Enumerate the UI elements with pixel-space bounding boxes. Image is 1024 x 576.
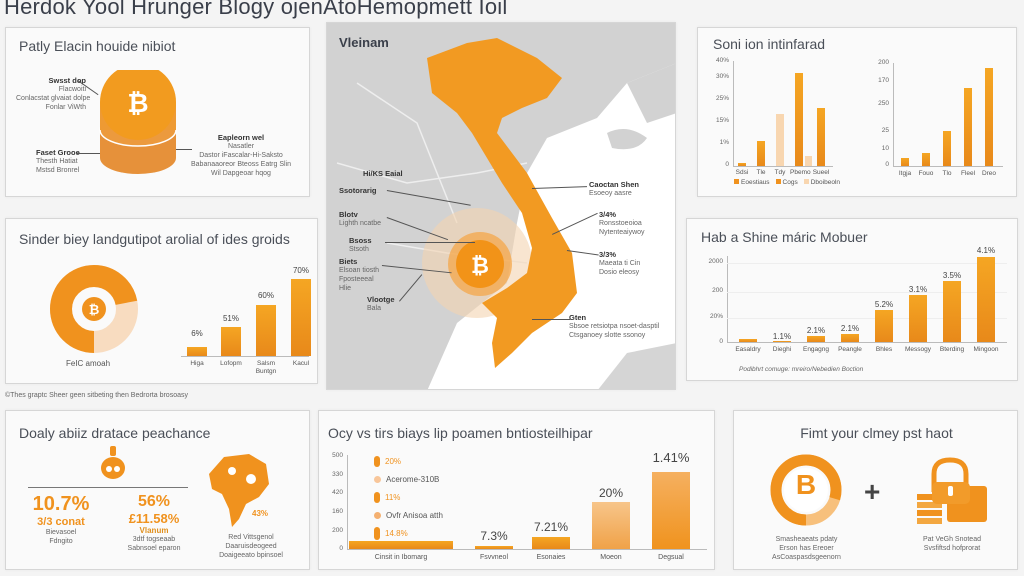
stats-panel: Doaly abiiz dratace peachance 10.7% 3/3 … (5, 410, 310, 570)
bar (776, 114, 784, 166)
bar (943, 281, 961, 342)
stat-big: 10.7% (32, 493, 90, 515)
bar-chart: 0 200 160 420 330 500 7.3% 7.21% 20% 1.4… (332, 450, 707, 561)
map-title: Vleinam (339, 35, 389, 50)
vietnam-map: ₿ (327, 23, 675, 389)
bitcoin-b-donut-icon (770, 454, 842, 526)
bar (221, 327, 241, 356)
svg-text:₿: ₿ (127, 88, 148, 118)
legend-item: 11% (374, 489, 443, 507)
bitcoin-coin-stack-icon: ₿ (99, 70, 177, 174)
bar (652, 472, 690, 549)
bar (592, 502, 630, 549)
bar (807, 336, 825, 342)
panel-title: Doaly abiiz dratace peachance (19, 425, 211, 441)
map-pct: 43% (252, 509, 269, 518)
panel-title: Sinder biey landgutipot arolial of ides … (19, 231, 290, 247)
legend-item: Acerome-310B (374, 471, 443, 489)
bitcoin-letter: B (795, 469, 817, 500)
leader-line (176, 149, 192, 150)
combo-panel: Fimt your clmey pst haot B + Smasheaeats… (733, 410, 1018, 570)
bar (977, 257, 995, 342)
svg-text:₿: ₿ (89, 302, 100, 317)
bar (964, 88, 972, 166)
growth-panel: Hab a Shine máric Mobuer 0 20% 200 2000 … (686, 218, 1018, 381)
bar (943, 131, 951, 166)
panel-title: Patly Elacin houide nibiot (19, 38, 176, 54)
bar (757, 141, 765, 166)
bar (817, 108, 825, 166)
bar (841, 334, 859, 342)
leader-line (76, 153, 100, 154)
panel-title: Ocy vs tirs biays lip poamen bntiosteilh… (328, 425, 593, 441)
bar (475, 546, 513, 549)
legend-item: Cogs (775, 179, 798, 186)
bar (901, 158, 909, 166)
donut-bars-panel: Sinder biey landgutipot arolial of ides … (5, 218, 318, 384)
legend-item: 14.8% (374, 525, 443, 543)
bar (875, 310, 893, 342)
bar (922, 153, 930, 166)
bar (256, 305, 276, 356)
legend-item: Eoestiaus (734, 179, 770, 186)
lock-coins-icon (917, 457, 987, 524)
footnote: ©Thes graptc Sheer geen sitbeting then B… (5, 392, 188, 399)
comparison-panel: Ocy vs tirs biays lip poamen bntiosteilh… (318, 410, 715, 570)
bar (805, 156, 812, 166)
bar (349, 541, 453, 549)
bar (187, 347, 207, 356)
legend: 20% Acerome-310B 11% Ovfr Anisoa atth 14… (374, 453, 443, 543)
bar-chart-right: 0 10 25 250 170 200 Itgja Fouo Tlo Fleel… (878, 59, 1003, 177)
bar-chart-left: 0 1% 15% 25% 30% 40% Sdsi Tle Tdy Pbemo … (716, 57, 833, 176)
bar-chart: 6% 51% 60% 70% Higa Lofopm Salsm Buntgn … (181, 259, 311, 375)
bar (291, 279, 311, 356)
donut-chart: ₿ (50, 265, 138, 353)
bar (532, 537, 570, 549)
bar (985, 68, 993, 166)
region-map-icon (209, 454, 269, 527)
panel-title: Fimt your clmey pst haot (800, 425, 953, 441)
bar-chart: 0 20% 200 2000 1.1% 2.1% 2.1% 5.2% 3.1% … (709, 246, 1007, 353)
callout-heading: Faset Grooe (36, 148, 80, 157)
plus-icon: + (864, 476, 881, 507)
bar (909, 295, 927, 342)
stat-mid: £11.58% (128, 511, 180, 526)
panel-title: Soni ion intinfarad (713, 36, 826, 52)
legend-item: Dboibeoln (803, 179, 840, 186)
coin-stack-panel: Patly Elacin houide nibiot ₿ Swsst dop F… (5, 27, 310, 197)
page-title: Herdok Yool Hrunger Blogy ojenAtoHemopme… (4, 0, 508, 19)
panel-title: Hab a Shine máric Mobuer (701, 229, 868, 245)
bar (773, 341, 791, 342)
bar (739, 339, 757, 342)
dual-bars-panel: Soni ion intinfarad 0 1% 15% 25% 30% 40%… (697, 27, 1017, 197)
legend: Eoestiaus Cogs Dboibeoln (734, 179, 840, 186)
stat-mid: 3/3 conat (37, 516, 85, 528)
chart-note: Podibhrt comuge: mreiro/Nebedien Boction (739, 366, 864, 373)
callout-heading: Swsst dop (48, 76, 86, 85)
bar (738, 163, 746, 166)
svg-text:₿: ₿ (471, 253, 489, 278)
legend-item: Ovfr Anisoa atth (374, 507, 443, 525)
bar (795, 73, 803, 166)
money-bag-icon (101, 446, 125, 479)
callout-heading: Eapleorn wel (217, 133, 265, 142)
stat-big: 56% (137, 493, 171, 510)
legend-item: 20% (374, 453, 443, 471)
map-panel: ₿ Vleinam Hi/KS Eaial Ssotorarig Blotv L… (326, 22, 676, 390)
donut-label: FeIC amoah (66, 359, 111, 368)
